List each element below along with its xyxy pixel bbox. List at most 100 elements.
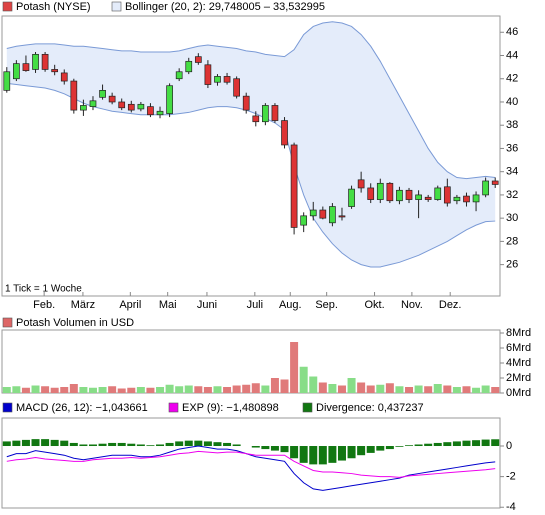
candle-body [3, 71, 11, 91]
macd-line [6, 450, 496, 478]
divergence-bar [366, 446, 375, 453]
price-panel [1, 15, 501, 297]
volume-bar [328, 384, 337, 393]
volume-bar [242, 384, 251, 393]
volume-bar [414, 385, 423, 393]
volume-bar [98, 387, 107, 393]
band-fill [6, 21, 496, 267]
divergence-bar [60, 440, 69, 447]
divergence-bar [309, 446, 318, 465]
y-tick-label: 2Mrd [506, 372, 531, 384]
candle-body [482, 180, 489, 196]
volume-bar [117, 388, 126, 393]
volume-bar [318, 382, 327, 393]
macd-panel [1, 417, 501, 509]
volume-bar [2, 387, 11, 393]
divergence-bar [31, 439, 40, 447]
volume-bar [213, 386, 222, 393]
candle-body [376, 182, 384, 200]
volume-bar [424, 386, 433, 393]
volume-bar [405, 387, 414, 393]
volume-bar [175, 386, 184, 393]
volume-bar [270, 378, 279, 393]
x-tick-label: Dez. [439, 299, 462, 311]
candle-body [32, 53, 39, 70]
candle-body [271, 105, 279, 121]
volume-bar [452, 387, 461, 393]
candle-body [415, 194, 422, 200]
volume-bar [31, 385, 40, 393]
y-tick-label: 34 [506, 166, 518, 178]
candle-body [194, 56, 202, 63]
candle-body [204, 64, 212, 85]
volume-bar [280, 379, 289, 393]
divergence-bar [98, 443, 107, 447]
legend-swatch [168, 402, 179, 413]
candle-body [252, 115, 260, 123]
y-tick-label: -2 [506, 471, 516, 483]
volume-bar [347, 378, 356, 393]
x-tick-label: Mai [159, 299, 177, 311]
volume-bar [127, 387, 136, 393]
legend-swatch [2, 317, 13, 328]
y-tick-label: 30 [506, 212, 518, 224]
candle-body [443, 186, 451, 204]
candle-body [357, 179, 365, 189]
y-tick-label: 28 [506, 235, 518, 247]
volume-bar [108, 386, 117, 393]
volume-bar [309, 376, 318, 393]
candle-body [453, 196, 461, 202]
candle-body [338, 215, 346, 218]
divergence-bar [385, 446, 394, 450]
candle-body [166, 85, 173, 114]
legend-label: MACD (26, 12): −1,043661 [16, 402, 148, 414]
x-tick-label: Juli [247, 299, 264, 311]
volume-bar [146, 387, 155, 393]
candle-body [262, 105, 269, 123]
divergence-bar [232, 444, 241, 447]
y-tick-label: 0Mrd [506, 387, 531, 399]
divergence-bar [79, 444, 88, 447]
candle-body [319, 209, 327, 219]
y-tick-label: 44 [506, 49, 518, 61]
candle-body [242, 95, 250, 111]
volume-bar [462, 386, 471, 393]
volume-bar [223, 387, 232, 393]
candle-body [233, 78, 240, 97]
candle-body [348, 188, 355, 207]
candle-body [41, 53, 49, 70]
candle-body [281, 120, 288, 146]
volume-bar [472, 387, 481, 393]
volume-bar [41, 386, 50, 393]
divergence-bar [156, 444, 165, 447]
volume-bar [395, 386, 404, 393]
divergence-bar [299, 446, 308, 463]
divergence-bar [117, 442, 126, 447]
volume-bar [232, 385, 241, 393]
divergence-bar [395, 446, 404, 447]
candle-body [51, 69, 59, 73]
candle-body [147, 106, 154, 116]
y-tick-label: 4Mrd [506, 357, 531, 369]
volume-bar [203, 387, 212, 393]
x-tick-label: Feb. [33, 299, 55, 311]
y-tick-label: 46 [506, 26, 518, 38]
volume-bar [184, 385, 193, 393]
x-tick-label: Aug. [279, 299, 302, 311]
candle-body [13, 63, 20, 80]
divergence-bar [184, 440, 193, 447]
divergence-bar [462, 440, 471, 447]
x-tick-label: Sep. [315, 299, 338, 311]
divergence-bar [491, 439, 500, 447]
candle-body [300, 215, 308, 226]
divergence-bar [405, 445, 414, 447]
volume-bar [21, 387, 30, 393]
divergence-bar [424, 443, 433, 447]
volume-bar [156, 387, 165, 393]
divergence-bar [376, 446, 385, 451]
divergence-bar [290, 446, 299, 459]
divergence-bar [146, 445, 155, 447]
divergence-bar [88, 444, 97, 447]
candle-body [70, 80, 78, 111]
candle-body [463, 195, 470, 203]
